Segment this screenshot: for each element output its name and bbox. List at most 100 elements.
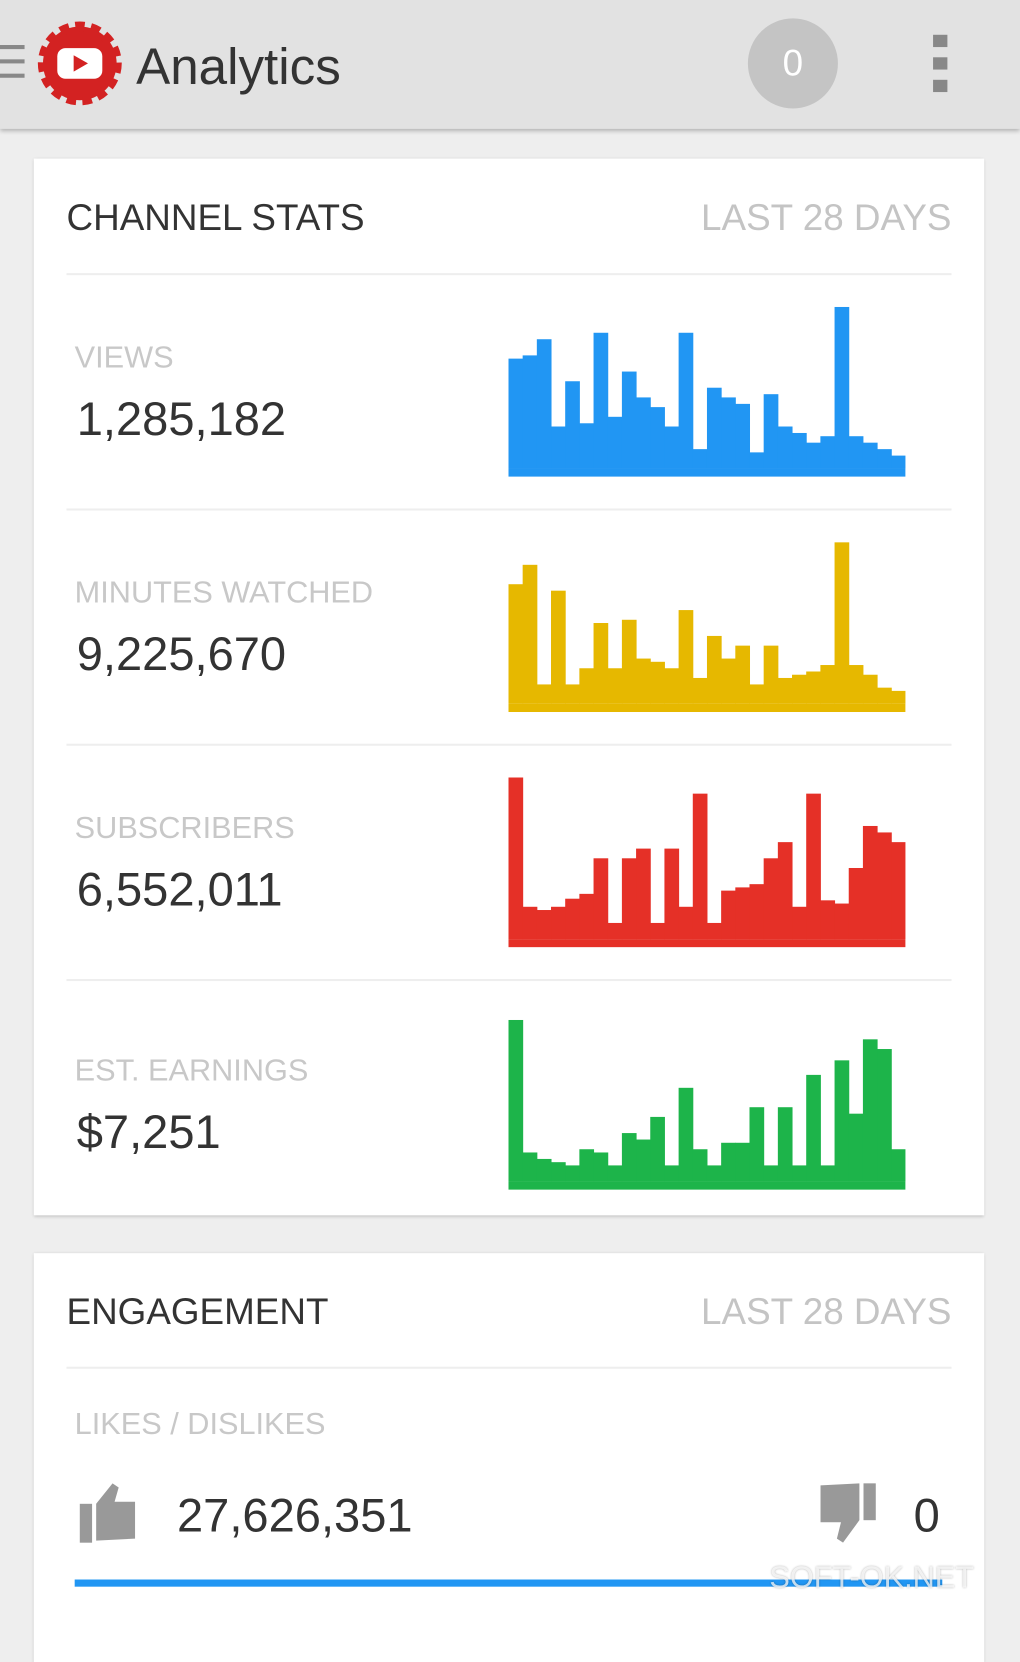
sparkline-bar [565,381,580,469]
sparkline-bar [508,584,524,704]
sparkline-bar [536,1158,552,1182]
sparkline-bar [735,1142,751,1182]
sparkline-bar [877,449,892,469]
card-title: ENGAGEMENT [66,1290,329,1332]
sparkline-bar [891,842,906,940]
sparkline [508,777,906,948]
sparkline-bar [792,906,807,940]
sparkline-bar [579,893,595,940]
sparkline-bar [735,403,751,469]
app-bar: Analytics 0 [0,0,1020,129]
sparkline-bar [579,423,595,469]
sparkline-bar [777,1107,793,1182]
sparkline-bar [706,922,722,940]
sparkline-bar [636,658,651,704]
sparkline-bar [536,339,552,469]
metric-label: EST. EARNINGS [74,1053,309,1088]
engagement-card [33,1253,985,1662]
sparkline-bar [551,906,566,940]
likes-ratio-bar [74,1579,943,1587]
dislike-icon [820,1483,876,1543]
metric-value: 1,285,182 [76,391,287,446]
sparkline-bar [777,842,793,940]
sparkline-bar [565,898,580,940]
sparkline-bar [834,306,850,469]
sparkline-bar [749,684,765,704]
sparkline-bar [848,1113,864,1182]
sparkline-bar [763,858,779,940]
sparkline-bar [834,1060,850,1182]
period: LAST 28 DAYS [701,196,952,239]
divider [66,1366,952,1369]
sparkline-bar [706,635,722,704]
sparkline-base [508,939,906,948]
sparkline-bar [891,690,906,704]
sparkline-bar [777,426,793,469]
sparkline-bar [636,848,651,940]
metric-value: 6,552,011 [76,862,283,916]
sparkline-bar [763,645,779,704]
sparkline-bar [664,668,680,704]
sparkline-bar [806,1074,821,1182]
sparkline-bar [891,1149,906,1182]
metric-label: LIKES / DISLIKES [74,1407,326,1442]
sparkline-bar [579,668,595,704]
divider [66,508,952,511]
sparkline-bar [891,455,906,469]
notification-badge[interactable]: 0 [747,18,838,109]
sparkline-bar [551,426,566,469]
sparkline-bar [551,1162,566,1182]
sparkline-bar [877,1049,892,1182]
sparkline-bar [820,665,836,704]
sparkline-bar [636,397,651,469]
sparkline-bar [650,1116,665,1182]
sparkline-bar [536,684,552,704]
card-title: CHANNEL STATS [66,196,365,239]
sparkline-bar [792,674,807,704]
metric-value: 9,225,670 [76,627,287,681]
likes-count: 27,626,351 [176,1488,413,1542]
sparkline-bar [650,922,665,940]
sparkline-bar [621,371,637,469]
sparkline-bar [664,1165,680,1182]
sparkline-bar [806,793,821,940]
sparkline-bar [721,397,736,469]
sparkline-bar [522,906,538,940]
sparkline-bar [792,1165,807,1182]
sparkline-bar [593,1152,609,1182]
sparkline-bar [508,1019,524,1182]
sparkline-bar [777,677,793,704]
sparkline-bar [806,442,821,469]
sparkline-bar [522,1152,538,1182]
sparkline-bar [721,658,736,704]
sparkline-bar [749,452,765,469]
sparkline-bar [763,394,779,469]
sparkline-bar [721,890,736,940]
sparkline-bar [593,858,609,940]
menu-icon[interactable] [0,41,31,86]
sparkline-bar [664,848,680,940]
sparkline-bar [607,416,623,469]
divider [66,979,952,982]
sparkline-bar [735,645,751,704]
app-title: Analytics [136,37,341,96]
divider [66,273,952,276]
sparkline-bar [692,449,708,469]
overflow-menu[interactable] [931,33,949,94]
sparkline-bar [678,332,694,469]
like-icon [79,1483,136,1543]
sparkline-bar [650,661,665,704]
sparkline-bar [820,1165,836,1182]
sparkline-bar [678,610,694,704]
sparkline-bar [536,910,552,940]
period: LAST 28 DAYS [701,1290,952,1332]
sparkline-bar [565,684,580,704]
sparkline-bar [621,619,637,704]
sparkline-bar [877,832,892,940]
sparkline-bar [792,432,807,469]
sparkline-bar [607,1165,623,1182]
sparkline-bar [593,332,609,469]
sparkline-bar [522,564,538,704]
metric-label: MINUTES WATCHED [74,575,374,610]
